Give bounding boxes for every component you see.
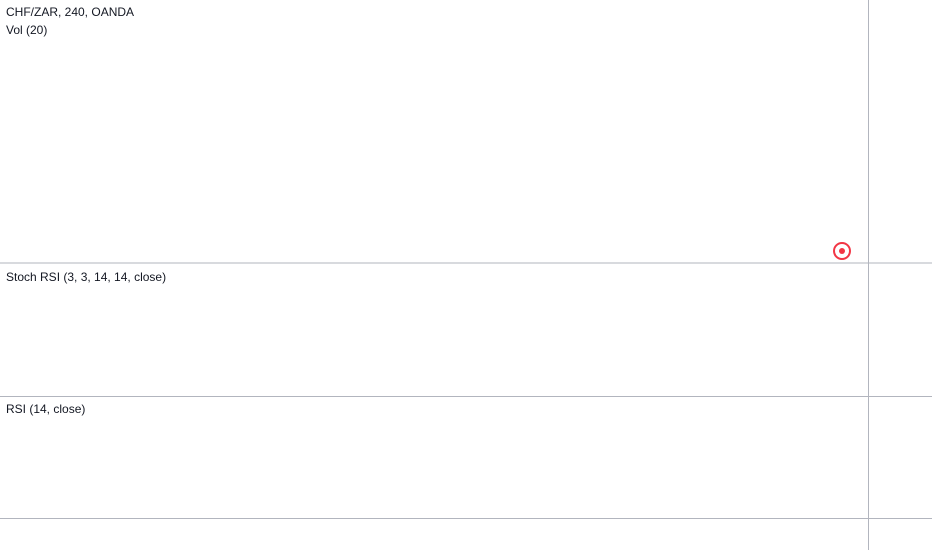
logo-dot (839, 248, 845, 254)
chart-title: CHF/ZAR, 240, OANDA (6, 5, 134, 19)
indicator-title: Stoch RSI (3, 3, 14, 14, close) (6, 270, 166, 284)
logo-ring (833, 242, 851, 260)
volume-title: Vol (20) (6, 23, 47, 37)
indicator-title: RSI (14, close) (6, 402, 85, 416)
logo[interactable] (833, 242, 851, 260)
